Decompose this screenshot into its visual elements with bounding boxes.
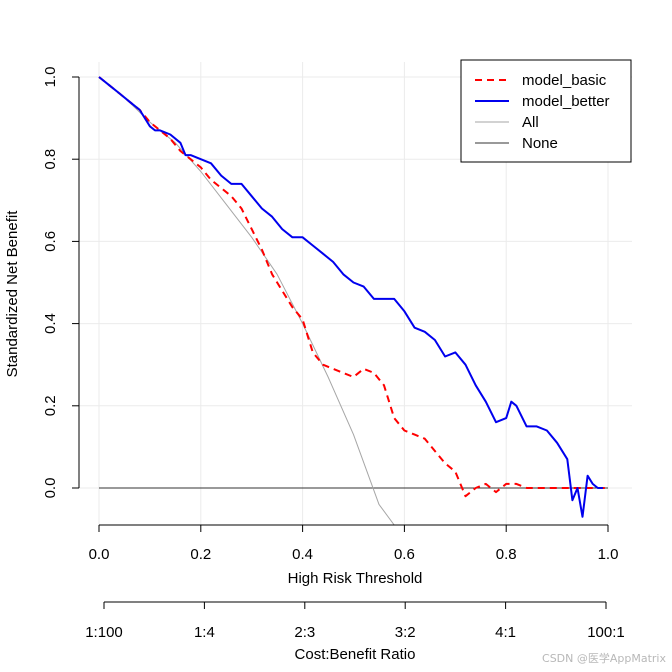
x-tick-label-2: 0.4: [292, 546, 313, 563]
y-axis-title: Standardized Net Benefit: [4, 210, 21, 378]
x-tick-label-1: 0.2: [190, 546, 211, 563]
axes: 0.0 0.2 0.4 0.6 0.8 1.0 0.0 0.2 0.4 0.6 0.8 1.0 1:10…: [42, 67, 625, 641]
y-tick-label-4: 0.8: [42, 149, 59, 170]
x-tick-label-5: 1.0: [598, 546, 619, 563]
legend: model_basic model_better All None: [460, 59, 632, 163]
y-tick-label-3: 0.6: [42, 231, 59, 252]
legend-label-model-basic: model_basic: [522, 72, 607, 89]
secondary-tick-label-3: 3:2: [395, 624, 416, 641]
watermark: CSDN @医学AppMatrix: [542, 652, 666, 665]
series-line-model-better: [98, 76, 603, 518]
x-axis-title: High Risk Threshold: [288, 570, 423, 587]
legend-label-model-better: model_better: [522, 93, 610, 110]
secondary-tick-label-5: 100:1: [587, 624, 625, 641]
curves: [98, 76, 608, 525]
series-line-all: [98, 76, 395, 525]
y-tick-label-5: 1.0: [42, 67, 59, 88]
x-tick-label-4: 0.8: [496, 546, 517, 563]
legend-label-none: None: [522, 135, 558, 152]
legend-label-all: All: [522, 114, 539, 131]
secondary-tick-label-4: 4:1: [495, 624, 516, 641]
y-tick-label-2: 0.4: [42, 313, 59, 334]
secondary-tick-label-1: 1:4: [194, 624, 215, 641]
y-tick-label-1: 0.2: [42, 395, 59, 416]
secondary-tick-label-0: 1:100: [85, 624, 123, 641]
legend-box: [460, 59, 632, 163]
secondary-axis-title: Cost:Benefit Ratio: [295, 646, 416, 663]
secondary-tick-label-2: 2:3: [294, 624, 315, 641]
y-tick-label-0: 0.0: [42, 478, 59, 499]
x-tick-label-3: 0.6: [394, 546, 415, 563]
series-line-model-basic: [98, 76, 608, 498]
x-tick-label-0: 0.0: [89, 546, 110, 563]
